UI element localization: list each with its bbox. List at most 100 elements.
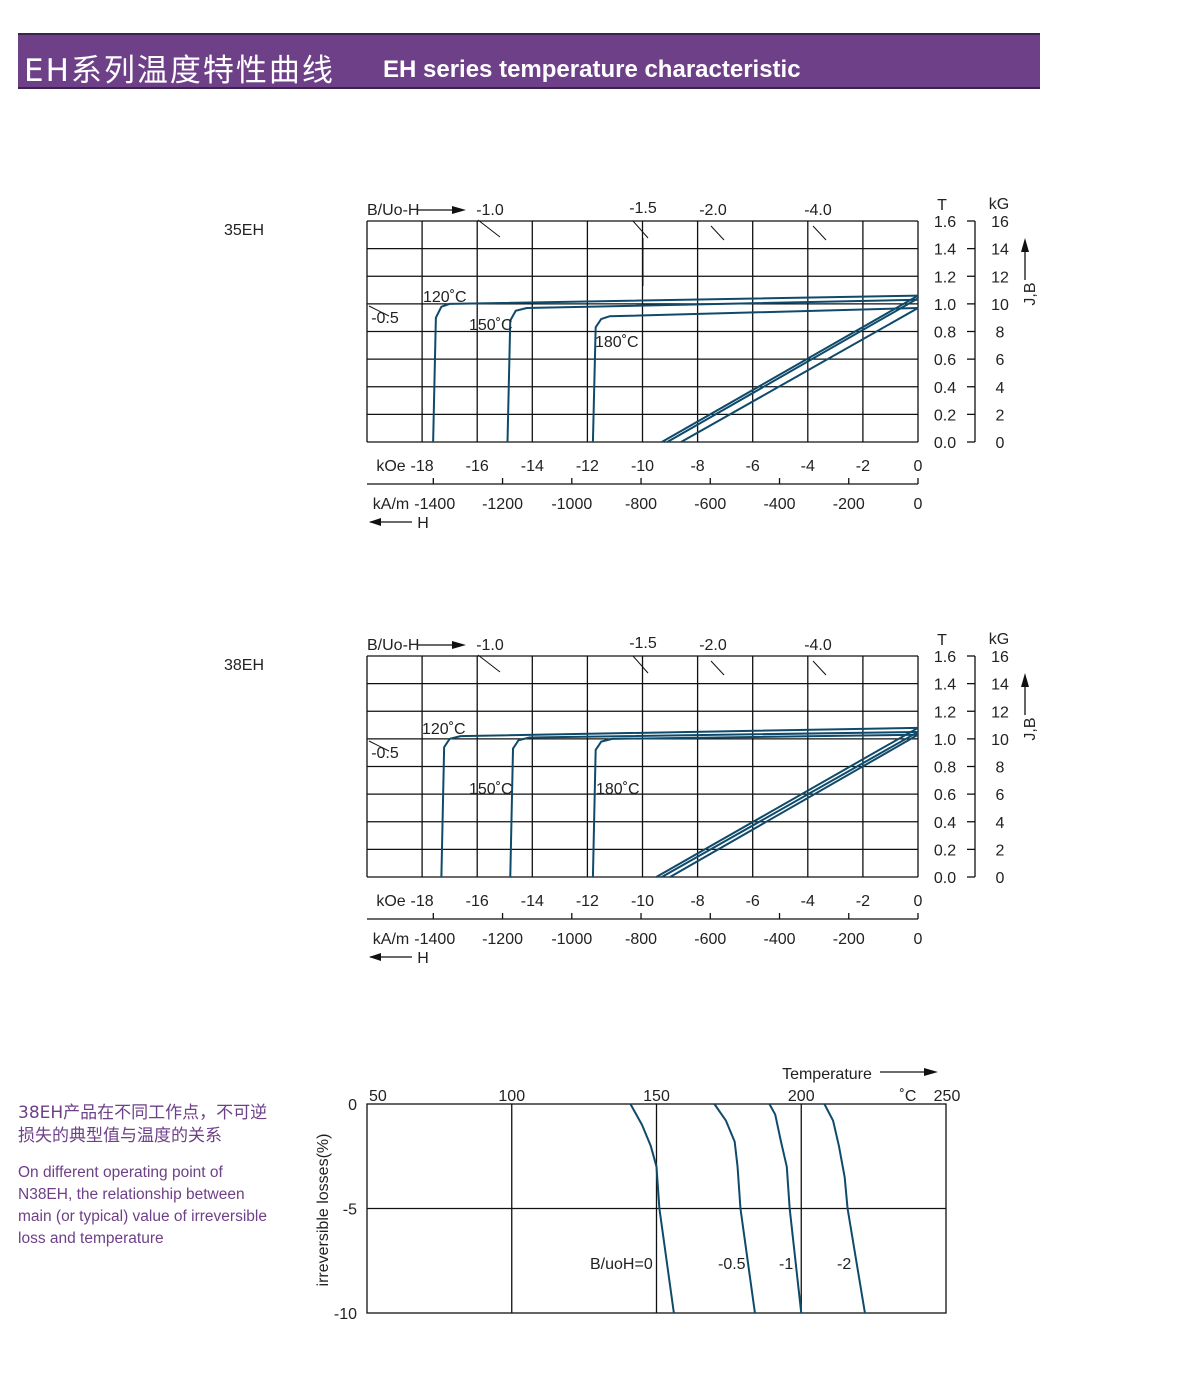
description-cn: 38EH产品在不同工作点，不可逆损失的典型值与温度的关系 [18, 1103, 268, 1146]
y-tick-label-t: 1.2 [934, 704, 956, 721]
y-tick-label-t: 1.6 [934, 214, 956, 231]
operating-line-label: -2.0 [699, 202, 727, 219]
x-unit: ˚C [900, 1088, 917, 1105]
y-tick-label-kg: 14 [991, 242, 1009, 259]
operating-line-mark [632, 220, 649, 239]
h-label: H [417, 515, 429, 532]
y-tick-label: 0 [348, 1097, 357, 1114]
operating-line-mark [710, 660, 725, 676]
irreversible-loss-chart: 50 100 150 200 250 ˚C Temperature 0 -5 -10 irrever… [315, 1066, 960, 1323]
x-tick-label-kam: -800 [625, 496, 657, 513]
y-tick-label-t: 1.4 [934, 677, 956, 694]
demagnetization-chart-35eh: 0.0 0 0.2 2 0.4 4 0.6 6 0.8 8 1.0 10 1.2 12 1.4 14 1.6 16… [366, 196, 1039, 532]
y-axis-label: J,B [1022, 717, 1039, 740]
y-tick-label-kg: 16 [991, 649, 1009, 666]
b-curve-0 [661, 294, 919, 443]
y-tick-label: -10 [334, 1306, 357, 1323]
x-unit-koe: kOe [376, 893, 405, 910]
y-tick-label-kg: 2 [996, 407, 1005, 424]
x-tick-label-koe: -16 [466, 893, 489, 910]
loss-curve-0 [629, 1103, 675, 1314]
b-curve-1 [666, 297, 919, 443]
y-tick-label-t: 0.0 [934, 435, 956, 452]
x-tick-label-kam: -200 [833, 931, 865, 948]
operating-line-label: B/Uo-H [367, 637, 419, 654]
x-tick-label-kam: -800 [625, 931, 657, 948]
y-tick-label-t: 0.4 [934, 815, 956, 832]
x-tick-label-koe: -16 [466, 458, 489, 475]
operating-line-label: -2.0 [699, 637, 727, 654]
y-tick-label-t: 1.0 [934, 297, 956, 314]
curve-label: -2 [837, 1256, 851, 1273]
operating-line-label: -4.0 [804, 202, 832, 219]
y-axis-label: J,B [1022, 282, 1039, 305]
x-tick-label-koe: -10 [631, 458, 654, 475]
x-tick-label-kam: -1200 [482, 931, 523, 948]
x-tick-label-koe: -8 [690, 893, 704, 910]
j-curve-1 [509, 730, 919, 878]
x-tick-label-koe: -6 [746, 893, 760, 910]
chart-description: 38EH产品在不同工作点，不可逆损失的典型值与温度的关系 On differen… [18, 1102, 278, 1250]
b-curve-2 [669, 733, 919, 878]
y-tick-label-t: 0.4 [934, 380, 956, 397]
x-tick-label-koe: -10 [631, 893, 654, 910]
grade-label-38eh: 38EH [224, 657, 265, 674]
x-tick-label-koe: -2 [856, 458, 870, 475]
y-tick-label-t: 1.6 [934, 649, 956, 666]
x-tick-label-kam: -200 [833, 496, 865, 513]
x-tick-label-kam: 0 [914, 931, 923, 948]
curve-temperature-label: 120˚C [422, 721, 466, 738]
y-tick-label-t: 1.4 [934, 242, 956, 259]
y-unit-kg: kG [989, 196, 1009, 213]
curve-temperature-label: 120˚C [423, 289, 467, 306]
operating-line-mark [812, 225, 827, 241]
arrow-up-icon [1021, 673, 1029, 687]
y-tick-label-kg: 0 [996, 435, 1005, 452]
y-tick-label-kg: 12 [991, 269, 1009, 286]
x-tick-label: 200 [788, 1088, 815, 1105]
y-tick-label-kg: 10 [991, 297, 1009, 314]
operating-line-mark [710, 225, 725, 241]
curve-temperature-label: 150˚C [469, 781, 513, 798]
loss-curve-1 [713, 1103, 756, 1314]
x-tick-label-koe: -4 [801, 893, 815, 910]
operating-line-label: -1.5 [629, 635, 657, 652]
curve-label: B/uoH=0 [590, 1256, 653, 1273]
operating-line-mark [368, 740, 390, 752]
x-tick-label: 100 [498, 1088, 525, 1105]
y-tick-label-t: 0.8 [934, 760, 956, 777]
y-tick-label-kg: 12 [991, 704, 1009, 721]
operating-line-label: -0.5 [371, 310, 399, 327]
y-tick-label-kg: 4 [996, 380, 1005, 397]
operating-line-label: -0.5 [371, 745, 399, 762]
y-tick-label-kg: 8 [996, 325, 1005, 342]
operating-line-label: B/Uo-H [367, 202, 419, 219]
x-tick-label: 150 [643, 1088, 670, 1105]
header-title-cn: EH系列温度特性曲线 [24, 53, 335, 89]
grade-label-35eh: 35EH [224, 222, 265, 239]
x-tick-label-kam: -400 [764, 931, 796, 948]
y-tick-label-kg: 8 [996, 760, 1005, 777]
curve-temperature-label: 150˚C [469, 317, 513, 334]
x-tick-label-koe: -14 [521, 893, 544, 910]
x-tick-label-kam: -1000 [551, 931, 592, 948]
operating-line-mark [368, 305, 390, 317]
y-tick-label-kg: 6 [996, 352, 1005, 369]
j-curve-1 [506, 298, 919, 443]
y-tick-label-t: 0.8 [934, 325, 956, 342]
y-tick-label-kg: 16 [991, 214, 1009, 231]
x-tick-label-kam: -600 [694, 931, 726, 948]
x-tick-label-koe: -12 [576, 458, 599, 475]
x-tick-label-kam: -1200 [482, 496, 523, 513]
demagnetization-chart-38eh: 0.0 0 0.2 2 0.4 4 0.6 6 0.8 8 1.0 10 1.2 12 1.4 14 1.6 16… [366, 631, 1039, 967]
arrow-left-icon [369, 953, 381, 961]
x-tick-label-kam: -1400 [414, 931, 455, 948]
y-tick-label-kg: 14 [991, 677, 1009, 694]
operating-line-label: -1.0 [476, 637, 504, 654]
x-tick-label-koe: -14 [521, 458, 544, 475]
page-header: EH系列温度特性曲线 EH series temperature charact… [18, 33, 1040, 89]
x-tick-label-koe: 0 [914, 458, 923, 475]
loss-curve-2 [768, 1103, 803, 1314]
arrow-right-icon [452, 206, 466, 214]
x-tick-label-koe: -8 [690, 458, 704, 475]
